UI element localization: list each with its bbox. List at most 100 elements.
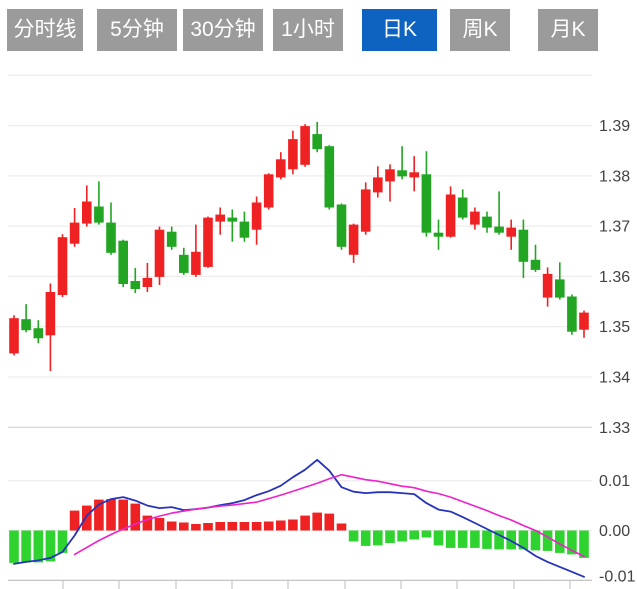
macd-histogram-bar — [397, 530, 407, 542]
macd-histogram-bar — [555, 530, 565, 553]
candle-body — [409, 172, 419, 178]
dea-line — [73, 473, 585, 558]
macd-histogram-bar — [263, 521, 274, 531]
price-axis-label: 1.34 — [599, 370, 630, 387]
candle-body — [82, 201, 92, 224]
candle-body — [470, 211, 480, 225]
candle-body — [397, 170, 407, 177]
macd-histogram-bar — [82, 505, 92, 531]
candle-body — [21, 319, 31, 331]
macd-histogram-bar — [312, 512, 322, 531]
tab-monthly-k[interactable]: 月K — [538, 9, 598, 51]
macd-histogram-bar — [457, 530, 468, 548]
macd-histogram-bar — [57, 530, 68, 553]
macd-axis-label: -0.01 — [599, 569, 636, 586]
macd-histogram-bar — [373, 530, 383, 546]
macd-histogram-bar — [9, 530, 19, 563]
macd-histogram-bar — [324, 513, 335, 531]
candle-body — [494, 226, 504, 233]
candle-body — [179, 254, 189, 273]
macd-histogram-bar — [166, 521, 177, 531]
macd-histogram-bar — [130, 503, 141, 531]
macd-histogram-bar — [518, 530, 529, 550]
macd-histogram-bar — [579, 530, 589, 558]
macd-histogram-bar — [191, 524, 201, 531]
candle-body — [348, 224, 359, 255]
candle-body — [579, 312, 589, 330]
macd-histogram-bar — [482, 530, 492, 549]
macd-histogram-bar — [179, 522, 189, 531]
candle-body — [94, 206, 104, 223]
candle-body — [567, 296, 577, 332]
candle-body — [373, 177, 383, 193]
candle-body — [9, 318, 19, 354]
candle-body — [445, 194, 456, 237]
candle-body — [360, 189, 371, 232]
dif-line — [13, 458, 585, 578]
macd-histogram-bar — [94, 499, 104, 531]
macd-histogram-bar — [227, 522, 238, 531]
candle-body — [33, 328, 44, 339]
price-axis-label: 1.39 — [599, 118, 630, 135]
price-axis-label: 1.35 — [599, 319, 630, 336]
tab-weekly-k[interactable]: 周K — [450, 9, 510, 51]
macd-histogram-bar — [409, 530, 419, 540]
candle-body — [300, 126, 310, 165]
tab-5min[interactable]: 5分钟 — [97, 9, 177, 51]
macd-histogram-bar — [445, 530, 456, 548]
macd-histogram-bar — [215, 522, 225, 531]
macd-histogram-bar — [118, 499, 128, 531]
price-axis-label: 1.38 — [599, 168, 630, 185]
candle-body — [433, 232, 444, 237]
macd-histogram-bar — [530, 530, 541, 551]
tab-daily-k[interactable]: 日K — [362, 9, 437, 51]
candle-body — [530, 259, 541, 270]
candle-body — [203, 217, 213, 267]
candle-body — [57, 237, 68, 295]
candle-body — [251, 202, 262, 230]
macd-histogram-bar — [567, 530, 577, 555]
macd-histogram-bar — [470, 530, 480, 548]
candle-body — [142, 277, 153, 287]
macd-histogram-bar — [288, 519, 298, 531]
macd-axis-label: 0.01 — [599, 473, 630, 490]
tab-1hour[interactable]: 1小时 — [273, 9, 343, 51]
price-axis-label: 1.33 — [599, 420, 630, 437]
candle-body — [118, 240, 128, 284]
candle-body — [276, 159, 286, 178]
candle-body — [518, 229, 529, 262]
candle-body — [154, 229, 165, 277]
macd-histogram-bar — [385, 530, 395, 543]
tab-time-line[interactable]: 分时线 — [7, 9, 83, 51]
candle-body — [288, 139, 298, 170]
macd-histogram-bar — [506, 530, 516, 550]
candle-body — [45, 292, 56, 336]
candle-body — [69, 222, 80, 244]
macd-histogram-bar — [494, 530, 504, 550]
macd-histogram-bar — [154, 518, 165, 531]
candle-body — [457, 197, 468, 218]
macd-histogram-bar — [142, 515, 153, 531]
macd-histogram-bar — [300, 515, 310, 531]
candle-body — [421, 174, 432, 233]
macd-histogram-bar — [433, 530, 444, 546]
candle-body — [191, 251, 201, 275]
candle-body — [324, 146, 335, 208]
macd-histogram-bar — [360, 530, 371, 546]
macd-histogram-bar — [33, 530, 44, 563]
candle-body — [336, 204, 347, 247]
price-axis-label: 1.37 — [599, 219, 630, 236]
macd-axis-label: 0.00 — [599, 523, 630, 540]
candle-body — [166, 231, 177, 247]
macd-histogram-bar — [69, 510, 80, 531]
macd-histogram-bar — [203, 523, 213, 531]
tab-30min[interactable]: 30分钟 — [183, 9, 263, 51]
price-axis-label: 1.36 — [599, 269, 630, 286]
macd-histogram-bar — [45, 530, 56, 562]
candle-body — [506, 227, 516, 237]
macd-histogram-bar — [421, 530, 432, 538]
macd-histogram-bar — [542, 530, 553, 551]
period-tabbar: 分时线 5分钟 30分钟 1小时 日K 周K 月K — [0, 0, 637, 60]
candle-body — [555, 279, 565, 298]
